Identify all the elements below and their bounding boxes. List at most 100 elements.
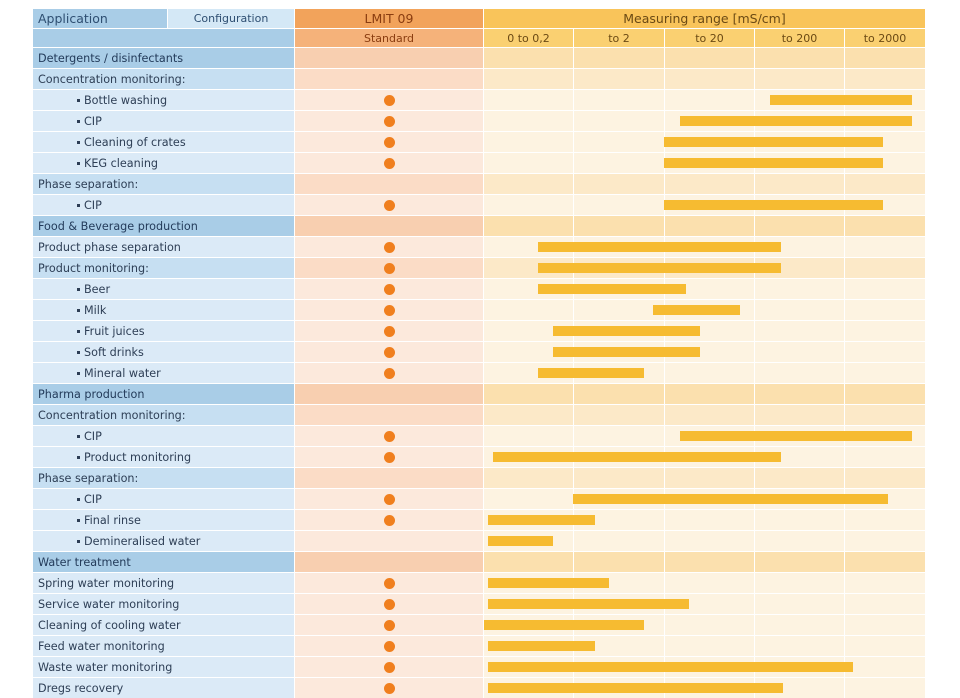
range-bar: [487, 515, 596, 525]
range-cell: [484, 468, 573, 488]
suitability-marker: [383, 640, 395, 652]
range-bar: [537, 368, 644, 378]
range-column-header: to 2: [574, 29, 664, 47]
range-cell: [574, 510, 664, 530]
row-label: Mineral water: [33, 363, 294, 383]
range-cell: [574, 132, 664, 152]
range-cell: [574, 552, 664, 572]
suitability-marker: [383, 346, 395, 358]
lmit-cell: [295, 258, 483, 278]
range-cell: [665, 531, 754, 551]
row-label: Beer: [33, 279, 294, 299]
range-cell: [574, 111, 664, 131]
range-cell: [755, 594, 844, 614]
row-label: Demineralised water: [33, 531, 294, 551]
lmit-cell: [295, 678, 483, 698]
row-label: Fruit juices: [33, 321, 294, 341]
range-bar: [484, 620, 644, 630]
range-bar: [537, 284, 686, 294]
range-cell: [755, 615, 844, 635]
suitability-marker: [383, 682, 395, 694]
lmit-cell: [295, 48, 483, 68]
row-label: Dregs recovery: [33, 678, 294, 698]
lmit-cell: [295, 363, 483, 383]
lmit-cell: [295, 384, 483, 404]
range-cell: [845, 468, 925, 488]
range-cell: [755, 468, 844, 488]
range-cell: [574, 426, 664, 446]
application-subheader: [33, 29, 294, 47]
suitability-marker: [383, 514, 395, 526]
range-bar: [487, 536, 554, 546]
range-bar: [487, 578, 610, 588]
range-cell: [845, 594, 925, 614]
lmit-cell: [295, 153, 483, 173]
suitability-marker: [383, 619, 395, 631]
range-cell: [665, 174, 754, 194]
range-bar: [537, 263, 782, 273]
range-bar: [679, 431, 913, 441]
range-cell: [845, 321, 925, 341]
lmit-cell: [295, 300, 483, 320]
range-cell: [574, 153, 664, 173]
lmit-cell: [295, 342, 483, 362]
range-cell: [755, 321, 844, 341]
range-bar: [652, 305, 741, 315]
row-label: Product phase separation: [33, 237, 294, 257]
range-cell: [484, 405, 573, 425]
suitability-marker: [383, 283, 395, 295]
range-cell: [484, 153, 573, 173]
range-bar: [573, 494, 889, 504]
range-bar: [553, 347, 700, 357]
row-label: Concentration monitoring:: [33, 69, 294, 89]
range-cell: [845, 69, 925, 89]
lmit-cell: [295, 279, 483, 299]
row-label: Milk: [33, 300, 294, 320]
range-cell: [755, 216, 844, 236]
range-cell: [845, 48, 925, 68]
range-cell: [755, 405, 844, 425]
lmit-cell: [295, 594, 483, 614]
lmit-cell: [295, 174, 483, 194]
range-cell: [845, 552, 925, 572]
range-bar: [487, 599, 690, 609]
lmit-cell: [295, 615, 483, 635]
row-label: Cleaning of cooling water: [33, 615, 294, 635]
suitability-marker: [383, 430, 395, 442]
range-cell: [845, 510, 925, 530]
range-cell: [845, 447, 925, 467]
range-bar: [664, 137, 883, 147]
range-cell: [484, 174, 573, 194]
lmit-cell: [295, 216, 483, 236]
range-cell: [845, 636, 925, 656]
range-cell: [665, 468, 754, 488]
lmit-cell: [295, 195, 483, 215]
range-column-header: to 20: [665, 29, 754, 47]
range-bar: [679, 116, 913, 126]
suitability-marker: [383, 199, 395, 211]
range-cell: [574, 531, 664, 551]
range-cell: [665, 573, 754, 593]
row-label: Service water monitoring: [33, 594, 294, 614]
suitability-marker: [383, 157, 395, 169]
row-label: CIP: [33, 426, 294, 446]
range-bar: [537, 242, 782, 252]
range-cell: [755, 531, 844, 551]
suitability-marker: [383, 661, 395, 673]
row-label: Concentration monitoring:: [33, 405, 294, 425]
range-cell: [665, 363, 754, 383]
suitability-marker: [383, 493, 395, 505]
configuration-header: Configuration: [168, 9, 294, 28]
range-bar: [492, 452, 782, 462]
range-cell: [484, 489, 573, 509]
range-cell: [845, 573, 925, 593]
range-cell: [665, 90, 754, 110]
range-bar: [664, 200, 883, 210]
range-cell: [665, 279, 754, 299]
range-column-header: to 2000: [845, 29, 925, 47]
lmit-cell: [295, 69, 483, 89]
lmit-cell: [295, 111, 483, 131]
range-cell: [484, 384, 573, 404]
range-cell: [755, 363, 844, 383]
suitability-marker: [383, 94, 395, 106]
